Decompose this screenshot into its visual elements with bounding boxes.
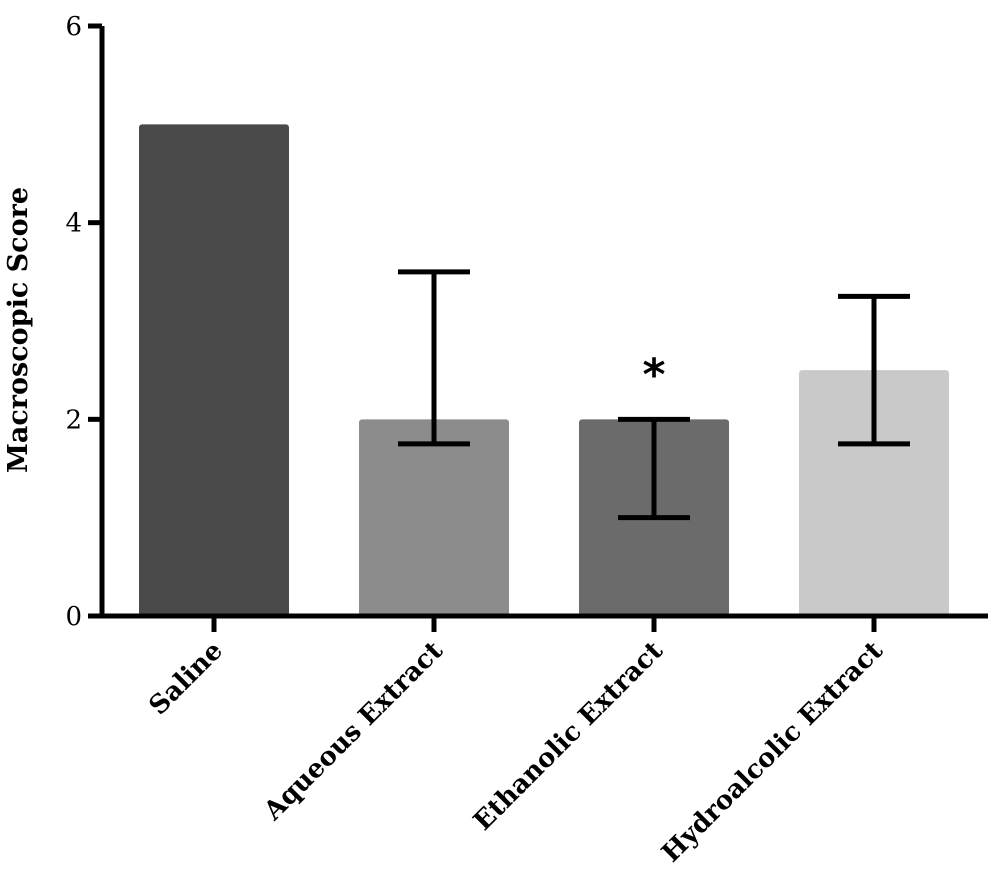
x-axis-ticks: Saline Aqueous Extract Ethanolic ExtractHy…: [144, 616, 889, 868]
y-tick-label-4: 4: [65, 209, 82, 239]
x-tick-label-4: Hydroalcolic Extract: [656, 636, 889, 869]
bar-1: [139, 124, 289, 616]
y-axis-title: Macroscopic Score: [3, 187, 34, 473]
y-tick-label-6: 6: [65, 12, 82, 42]
bar-4: [799, 370, 949, 616]
error-bars-group: [398, 269, 910, 521]
bar-2: [359, 419, 509, 616]
y-axis-ticks: 0 2 4 6: [65, 12, 102, 632]
x-tick-label-2: Aqueous Extract: [258, 636, 449, 827]
bars-group: [139, 124, 949, 616]
x-tick-label-1: Saline: [144, 636, 229, 721]
y-tick-label-2: 2: [65, 405, 82, 435]
annotations-group: *: [642, 349, 665, 400]
y-tick-label-0: 0: [65, 602, 82, 632]
x-tick-label-3: Ethanolic Extract: [468, 636, 669, 837]
significance-marker-3: *: [642, 349, 665, 400]
